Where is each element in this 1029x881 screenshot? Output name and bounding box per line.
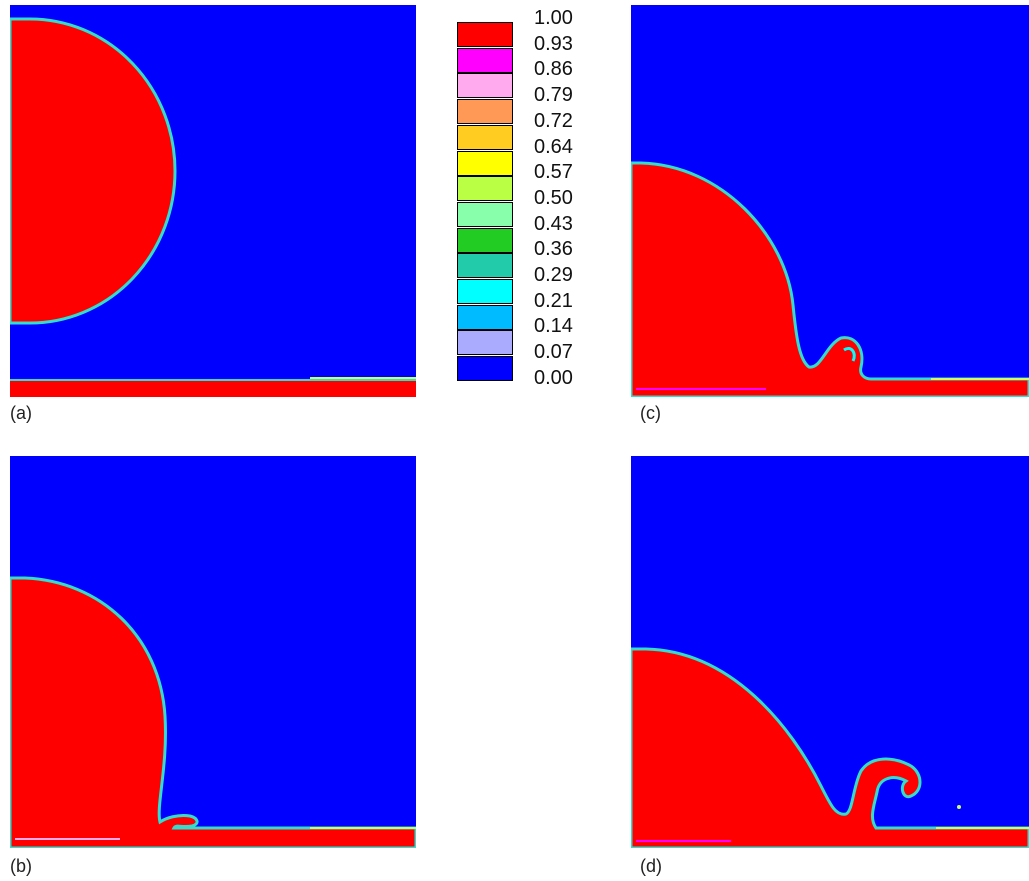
legend-tick-label: 0.29 (534, 264, 573, 286)
legend-swatch (457, 150, 513, 176)
legend-tick-label: 0.72 (534, 109, 573, 132)
legend-tick-label: 0.57 (534, 161, 573, 184)
vortex-ring (843, 346, 856, 362)
legend-tick-label: 0.00 (534, 366, 573, 389)
panel-d (631, 456, 1029, 848)
legend-swatch (457, 356, 513, 382)
legend-swatch (457, 99, 513, 125)
droplet (631, 647, 1029, 848)
panel-a-plot (10, 5, 416, 397)
legend-swatch (457, 176, 513, 202)
droplet (10, 576, 416, 848)
panel-c-label: (c) (640, 403, 661, 423)
panel-c (631, 5, 1029, 397)
panel-a (10, 5, 416, 397)
panel-d-plot (631, 456, 1029, 848)
legend-tick-label: 0.36 (534, 238, 573, 261)
legend-tick-label: 0.64 (534, 135, 573, 158)
legend-tick-label: 0.43 (534, 212, 573, 235)
small-droplet (957, 805, 961, 809)
legend-swatch (457, 201, 513, 227)
legend-swatch (457, 47, 513, 73)
color-legend: 1.00 0.93 0.86 0.79 0.72 0.64 0.57 0.50 0.43 0.36… (456, 8, 576, 388)
legend-swatch (457, 73, 513, 99)
droplet (10, 17, 177, 325)
legend-tick-label: 0.86 (534, 58, 573, 81)
liquid-film (10, 380, 416, 397)
legend-tick-label: 0.50 (534, 186, 573, 209)
legend-tick-label: 0.14 (534, 315, 573, 338)
legend-tick-label: 0.21 (534, 289, 573, 312)
panel-b-label: (b) (10, 856, 32, 876)
panel-d-label: (d) (640, 856, 662, 876)
legend-swatch (457, 330, 513, 356)
legend-tick-label: 1.00 (534, 7, 573, 29)
legend-swatch (457, 253, 513, 279)
legend-swatch (457, 304, 513, 330)
panel-b-plot (10, 456, 416, 848)
legend-tick-label: 0.07 (534, 341, 573, 364)
legend-swatch (457, 22, 513, 47)
panel-a-label: (a) (10, 403, 32, 423)
panel-b (10, 456, 416, 848)
legend-swatch (457, 124, 513, 150)
legend-tick-label: 0.79 (534, 84, 573, 107)
panel-c-plot (631, 5, 1029, 397)
legend-swatch (457, 227, 513, 253)
droplet (631, 161, 1029, 397)
legend-swatch (457, 279, 513, 304)
legend-tick-label: 0.93 (534, 32, 573, 55)
